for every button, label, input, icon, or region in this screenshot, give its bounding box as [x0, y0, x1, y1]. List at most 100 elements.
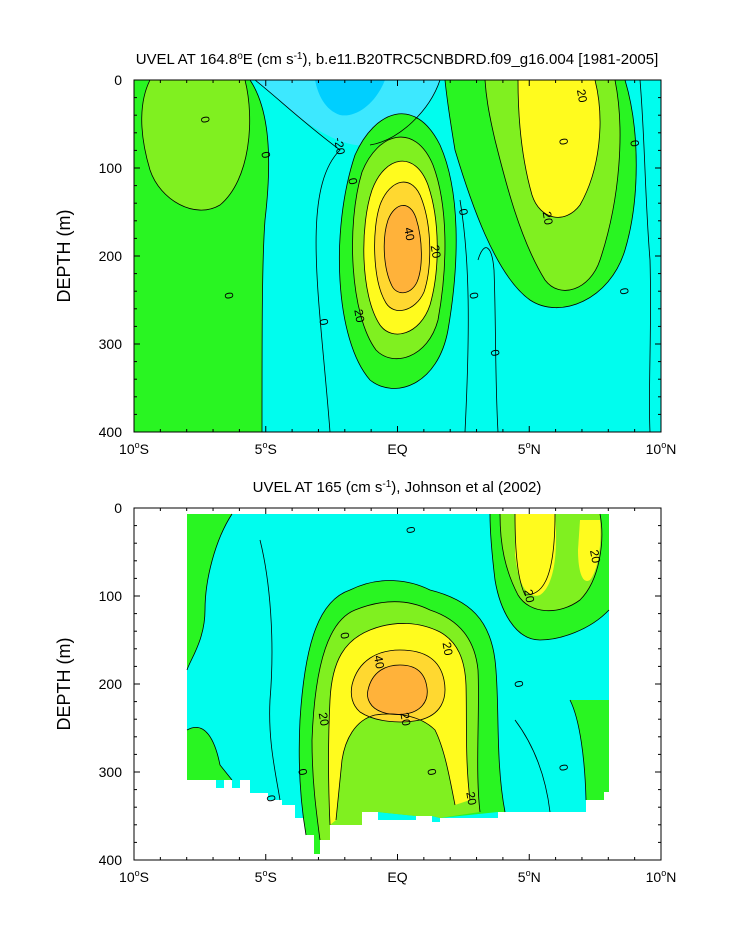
top-contour-label: 20 — [574, 88, 590, 104]
bottom-contour-label: 20 — [440, 641, 456, 657]
bottom-panel: UVEL AT 165 (cm s-1), Johnson et al (200… — [54, 479, 676, 885]
bottom-y-axis-label: DEPTH (m) — [54, 638, 74, 731]
top-x-tick-label: 5oS — [255, 440, 277, 457]
bottom-x-tick-label: EQ — [387, 869, 407, 885]
top-contour-lines — [141, 80, 651, 432]
bottom-contour-label: 20 — [463, 791, 479, 807]
top-contour-label: 0 — [198, 115, 213, 124]
top-contour-fill — [134, 80, 661, 432]
top-contour-label: 0 — [221, 291, 236, 300]
top-x-tick-label: 10oS — [119, 440, 149, 457]
bottom-contour-line — [514, 719, 551, 813]
top-x-tick-label: 10oN — [646, 440, 677, 457]
bottom-contour-label: 20 — [316, 711, 332, 727]
top-contour-line — [383, 205, 422, 294]
top-contour-label: 0 — [556, 137, 571, 146]
top-panel: UVEL AT 164.8oE (cm s-1), b.e11.B20TRC5C… — [54, 51, 676, 457]
bottom-contour-line — [367, 664, 428, 715]
bottom-contour-label: 0 — [556, 763, 571, 772]
top-contour-label: 0 — [466, 291, 481, 300]
top-contour-line — [484, 80, 621, 291]
bottom-y-tick-label: 200 — [99, 676, 123, 692]
top-y-tick-label: 200 — [99, 248, 123, 264]
bottom-positive-region — [187, 727, 232, 780]
bottom-contour-line — [489, 513, 610, 641]
bottom-contour-line — [569, 699, 587, 801]
bottom-contour-line — [514, 513, 556, 596]
top-x-tick-label: 5oN — [518, 440, 541, 457]
top-contour-line — [249, 80, 270, 432]
top-contour-line — [352, 136, 446, 359]
bottom-contour-labels: 0 0 0 20 40 20 20 0 20 0 20 20 0 0 — [264, 525, 604, 806]
top-euc-40 — [384, 205, 422, 293]
top-southern-lobe — [141, 80, 250, 211]
top-contour-label: 40 — [401, 226, 417, 242]
top-contour-line — [374, 181, 431, 311]
top-contour-label: 0 — [456, 207, 471, 216]
bottom-contour-label: 0 — [295, 767, 310, 776]
bottom-y-tick-label: 100 — [99, 588, 123, 604]
top-contour-label: 20 — [540, 210, 556, 226]
bottom-positive-region — [187, 514, 232, 670]
bottom-y-tick-label: 300 — [99, 764, 123, 780]
bottom-contour-line — [186, 513, 233, 671]
top-contour-label: -20 — [331, 136, 348, 156]
top-necc-20 — [518, 80, 600, 218]
top-contour-line — [639, 80, 651, 432]
top-contour-label: 0 — [488, 348, 503, 357]
top-contour-label: 0 — [258, 150, 273, 159]
top-contour-line — [254, 80, 341, 432]
bottom-y-tick-label: 400 — [99, 852, 123, 868]
bottom-contour-lines — [186, 513, 610, 841]
top-contour-line — [369, 80, 441, 146]
bottom-contour-line — [335, 713, 456, 821]
bottom-contour-line — [311, 601, 481, 841]
top-contour-line — [517, 80, 601, 218]
bottom-contour-line — [186, 727, 233, 781]
bottom-title: UVEL AT 165 (cm s-1), Johnson et al (200… — [253, 479, 542, 496]
bottom-contour-label: 0 — [264, 794, 279, 803]
top-contour-label: 0 — [627, 139, 642, 148]
bottom-contour-line — [298, 580, 506, 836]
top-contour-label: 20 — [428, 244, 444, 260]
bottom-20-region — [578, 520, 601, 581]
bottom-contour-label: 0 — [424, 767, 439, 776]
bottom-contour-label: 20 — [587, 549, 603, 565]
top-y-tick-label: 400 — [99, 424, 123, 440]
top-contour-line — [141, 80, 251, 211]
top-contour-line — [339, 113, 457, 389]
top-y-tick-label: 100 — [99, 160, 123, 176]
top-title: UVEL AT 164.8oE (cm s-1), b.e11.B20TRC5C… — [136, 51, 659, 68]
bottom-contour-line — [259, 539, 281, 801]
bottom-x-tick-label: 10oS — [119, 868, 149, 885]
top-contour-line — [477, 247, 499, 432]
top-sec-core — [315, 80, 385, 116]
bottom-contour-fill — [186, 513, 610, 854]
top-contour-label: 0 — [345, 177, 360, 186]
bottom-contour-label: 0 — [511, 679, 526, 688]
top-x-tick-label: EQ — [387, 441, 407, 457]
bottom-y-tick-label: 0 — [114, 500, 122, 516]
top-contour-label: 0 — [617, 287, 632, 296]
bottom-20-region — [515, 514, 557, 596]
bottom-contour-label: 0 — [337, 631, 352, 640]
top-y-tick-label: 0 — [114, 72, 122, 88]
bottom-x-tick-label: 5oS — [255, 868, 277, 885]
bottom-contour-label: 40 — [371, 654, 387, 670]
top-contour-label: 20 — [351, 308, 367, 324]
top-contour-line — [444, 80, 637, 309]
bottom-contour-label: 20 — [397, 711, 413, 727]
bottom-x-tick-label: 5oN — [518, 868, 541, 885]
bottom-contour-line — [350, 649, 446, 723]
top-contour-line — [459, 199, 469, 432]
bottom-euc-40 — [367, 665, 428, 715]
bottom-contour-line — [328, 623, 471, 826]
bottom-contour-label: 0 — [403, 525, 418, 534]
bottom-contour-line — [499, 513, 603, 612]
top-y-tick-label: 300 — [99, 336, 123, 352]
top-y-axis-label: DEPTH (m) — [54, 210, 74, 303]
bottom-x-tick-label: 10oN — [646, 868, 677, 885]
